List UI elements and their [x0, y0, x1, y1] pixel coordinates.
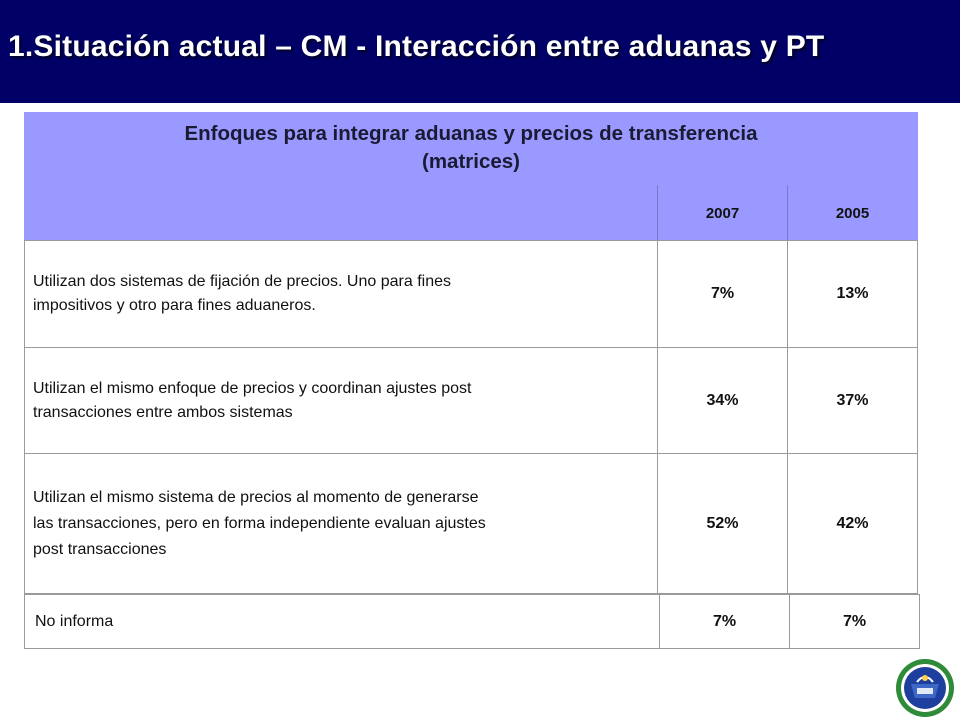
row-4-value-2005: 7% — [789, 594, 920, 649]
title-bar: 1.Situación actual – CM - Interacción en… — [0, 0, 960, 103]
table-row-description: Utilizan dos sistemas de fijación de pre… — [24, 240, 658, 348]
row-3-value-2007: 52% — [657, 453, 788, 594]
row-3-line-3: post transacciones — [33, 540, 167, 558]
row-4-value-2007: 7% — [659, 594, 790, 649]
table-row-description: No informa — [24, 594, 660, 649]
row-3-value-2005: 42% — [787, 453, 918, 594]
row-1-line-2: impositivos y otro para fines aduaneros. — [33, 297, 316, 314]
table-row-description: Utilizan el mismo enfoque de precios y c… — [24, 347, 658, 454]
row-2-value-2007: 34% — [657, 347, 788, 454]
ciat-seal-logo-icon — [895, 658, 955, 718]
row-2-line-2: transacciones entre ambos sistemas — [33, 403, 293, 421]
row-2-value-2005: 37% — [787, 347, 918, 454]
row-1-line-1: Utilizan dos sistemas de fijación de pre… — [33, 273, 451, 290]
row-2-line-1: Utilizan el mismo enfoque de precios y c… — [33, 379, 472, 397]
table-header: Enfoques para integrar aduanas y precios… — [24, 112, 918, 185]
column-header-2005: 2005 — [787, 185, 918, 241]
row-1-value-2005: 13% — [787, 240, 918, 348]
column-header-2007: 2007 — [657, 185, 788, 241]
table-header-line-2: (matrices) — [422, 150, 520, 173]
column-header-empty — [24, 185, 658, 241]
table-header-line-1: Enfoques para integrar aduanas y precios… — [184, 122, 758, 145]
row-3-line-2: las transacciones, pero en forma indepen… — [33, 514, 486, 532]
table-header-text: Enfoques para integrar aduanas y precios… — [24, 120, 918, 176]
row-3-line-1: Utilizan el mismo sistema de precios al … — [33, 488, 479, 506]
slide-title: 1.Situación actual – CM - Interacción en… — [8, 30, 825, 63]
row-1-value-2007: 7% — [657, 240, 788, 348]
row-4-line-1: No informa — [35, 612, 114, 630]
table-row-description: Utilizan el mismo sistema de precios al … — [24, 453, 658, 594]
